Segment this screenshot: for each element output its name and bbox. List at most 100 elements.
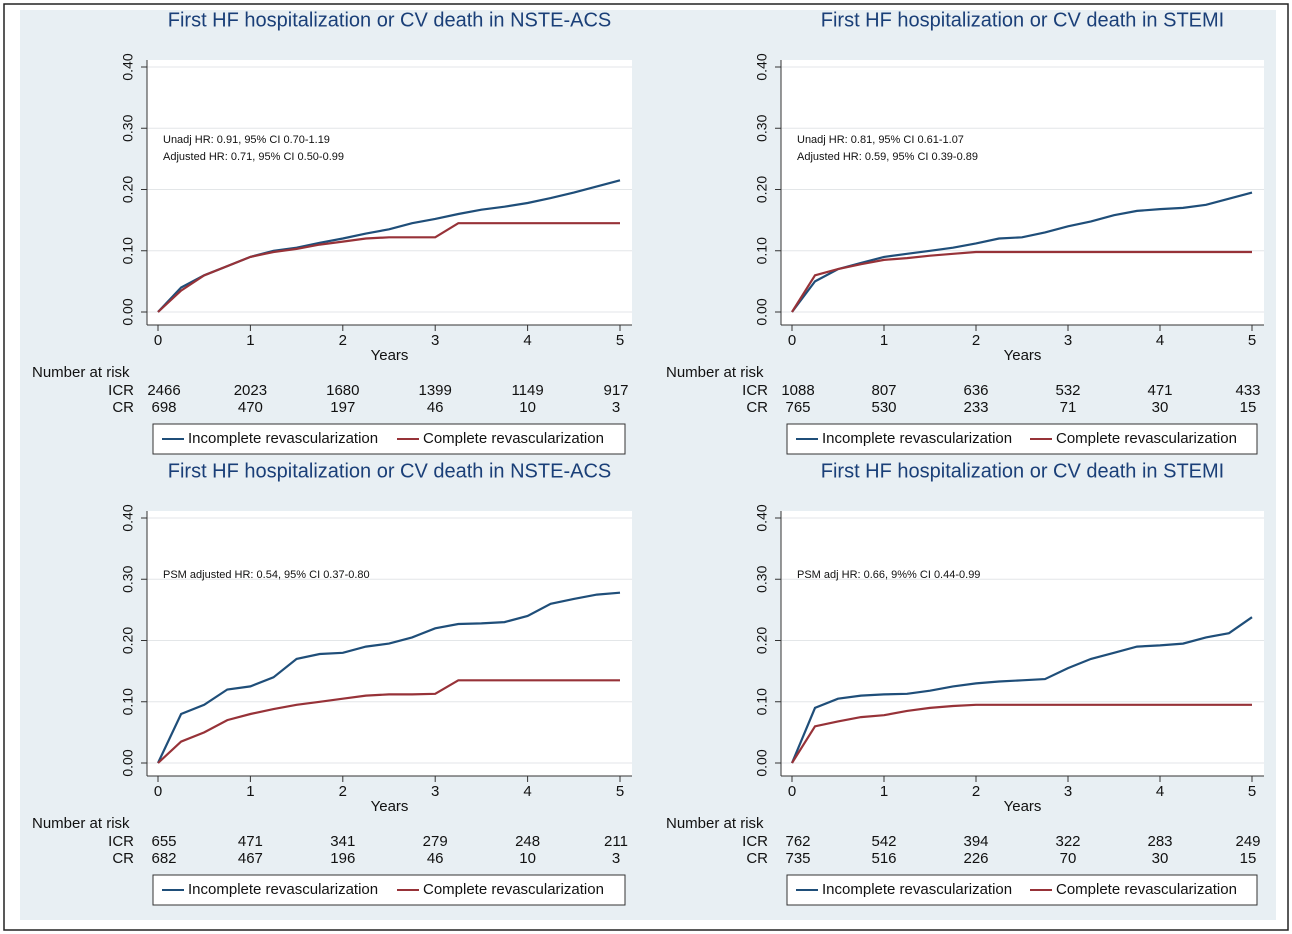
x-tick-label: 1 [880,332,888,349]
plot-area [147,60,632,325]
risk-row-name: ICR [108,833,134,850]
risk-count: 322 [1055,833,1080,850]
x-tick-label: 4 [1156,332,1164,349]
y-tick-label: 0.20 [120,176,136,203]
legend-label: Complete revascularization [423,430,604,447]
risk-count: 233 [963,399,988,416]
risk-count: 532 [1055,382,1080,399]
risk-count: 341 [330,833,355,850]
risk-count: 279 [423,833,448,850]
x-axis-label: Years [371,798,409,815]
risk-count: 211 [604,833,628,850]
y-tick-label: 0.30 [120,114,136,141]
risk-count: 1680 [326,382,359,399]
risk-count: 226 [963,850,988,867]
risk-count: 46 [427,399,444,416]
plot-area [781,60,1264,325]
risk-count: 542 [871,833,896,850]
annotation: Unadj HR: 0.91, 95% CI 0.70-1.19 [163,134,330,146]
annotation: Unadj HR: 0.81, 95% CI 0.61-1.07 [797,134,964,146]
x-tick-label: 2 [339,332,347,349]
plot-area [781,511,1264,776]
risk-count: 1088 [781,382,814,399]
risk-count: 71 [1060,399,1077,416]
risk-count: 10 [519,850,536,867]
chart-title: First HF hospitalization or CV death in … [168,460,612,482]
km-curve [791,191,1253,313]
y-tick-label: 0.20 [754,627,770,654]
y-tick-label: 0.30 [120,565,136,592]
risk-count: 636 [963,382,988,399]
risk-count: 3 [612,399,620,416]
x-tick-label: 2 [972,332,980,349]
y-tick-label: 0.00 [120,749,136,776]
risk-count: 1399 [419,382,452,399]
risk-row-name: ICR [742,833,768,850]
x-tick-label: 4 [1156,783,1164,800]
risk-count: 471 [238,833,263,850]
risk-count: 655 [151,833,176,850]
chart-title: First HF hospitalization or CV death in … [821,460,1224,482]
legend-label: Incomplete revascularization [822,881,1012,898]
y-tick-label: 0.30 [754,114,770,141]
risk-count: 2023 [234,382,267,399]
risk-row-name: CR [746,850,768,867]
risk-row-name: CR [112,850,134,867]
x-tick-label: 3 [1064,332,1072,349]
risk-count: 15 [1240,850,1257,867]
risk-count: 30 [1152,399,1169,416]
y-tick-label: 0.00 [120,298,136,325]
km-curve [790,616,1253,764]
km-curve [157,679,620,764]
risk-count: 10 [519,399,536,416]
risk-count: 807 [871,382,896,399]
risk-count: 249 [1235,833,1260,850]
x-tick-label: 0 [154,332,162,349]
risk-count: 196 [330,850,355,867]
x-tick-label: 1 [246,783,254,800]
risk-count: 2466 [147,382,180,399]
risk-count: 516 [871,850,896,867]
risk-count: 467 [238,850,263,867]
km-curve [157,222,620,313]
risk-count: 762 [785,833,810,850]
y-tick-label: 0.40 [754,53,770,80]
risk-count: 1149 [511,382,543,399]
risk-table-label: Number at risk [666,815,764,832]
legend-label: Complete revascularization [423,881,604,898]
chart-title: First HF hospitalization or CV death in … [168,9,612,31]
x-tick-label: 3 [431,783,439,800]
risk-count: 30 [1152,850,1169,867]
legend-label: Incomplete revascularization [188,430,378,447]
x-tick-label: 2 [972,783,980,800]
risk-row-name: CR [746,399,768,416]
risk-row-name: ICR [108,382,134,399]
x-tick-label: 5 [1248,332,1256,349]
x-tick-label: 4 [523,332,531,349]
x-tick-label: 2 [339,783,347,800]
risk-count: 15 [1240,399,1257,416]
y-tick-label: 0.00 [754,298,770,325]
annotation: PSM adjusted HR: 0.54, 95% CI 0.37-0.80 [163,569,370,581]
risk-count: 3 [612,850,620,867]
legend-box [786,423,1258,455]
y-tick-label: 0.10 [754,688,770,715]
x-tick-label: 5 [616,332,624,349]
km-curve [791,703,1252,764]
risk-row-name: ICR [742,382,768,399]
km-curve [791,250,1252,313]
x-tick-label: 5 [1248,783,1256,800]
risk-count: 530 [871,399,896,416]
x-axis-label: Years [371,347,409,364]
risk-row-name: CR [112,399,134,416]
risk-count: 471 [1147,382,1172,399]
y-tick-label: 0.20 [120,627,136,654]
risk-count: 735 [785,850,810,867]
risk-count: 917 [603,382,628,399]
x-tick-label: 3 [431,332,439,349]
risk-count: 283 [1147,833,1172,850]
legend-box [152,874,626,906]
risk-table-label: Number at risk [32,364,130,381]
y-tick-label: 0.00 [754,749,770,776]
